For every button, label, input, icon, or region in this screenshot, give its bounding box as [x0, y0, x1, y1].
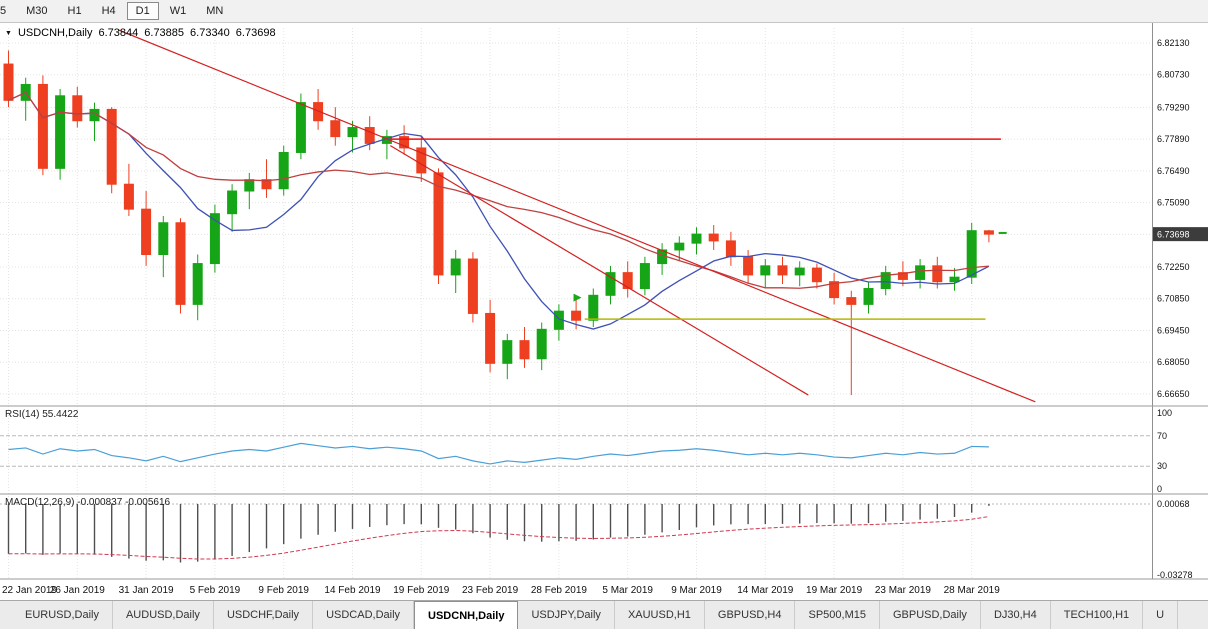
svg-text:28 Feb 2019: 28 Feb 2019 — [531, 585, 588, 596]
svg-text:6.68050: 6.68050 — [1157, 357, 1190, 367]
svg-text:-0.03278: -0.03278 — [1157, 570, 1193, 580]
svg-text:0.00068: 0.00068 — [1157, 499, 1190, 509]
timeframe-d1-button[interactable]: D1 — [126, 2, 159, 20]
trendline-2[interactable] — [390, 145, 809, 396]
svg-text:23 Feb 2019: 23 Feb 2019 — [462, 585, 519, 596]
svg-text:9 Mar 2019: 9 Mar 2019 — [671, 585, 722, 596]
svg-text:14 Mar 2019: 14 Mar 2019 — [737, 585, 794, 596]
svg-text:6.69450: 6.69450 — [1157, 325, 1190, 335]
svg-text:28 Mar 2019: 28 Mar 2019 — [944, 585, 1001, 596]
rsi-indicator-label: RSI(14) 55.4422 — [5, 409, 79, 420]
timeframe-w1-button[interactable]: W1 — [169, 5, 187, 17]
svg-text:6.80730: 6.80730 — [1157, 70, 1190, 80]
svg-text:6.72250: 6.72250 — [1157, 262, 1190, 272]
symbol-label: USDCNH,Daily — [17, 27, 93, 39]
svg-text:22 Jan 2019: 22 Jan 2019 — [2, 585, 57, 596]
svg-text:6.66650: 6.66650 — [1157, 389, 1190, 399]
timeframe-5-button[interactable]: 5 — [0, 5, 7, 17]
macd-signal-line — [8, 516, 989, 560]
svg-text:30: 30 — [1157, 461, 1167, 471]
svg-text:14 Feb 2019: 14 Feb 2019 — [324, 585, 381, 596]
tab-gbpusd-h4[interactable]: GBPUSD,H4 — [705, 601, 796, 629]
svg-text:6.79290: 6.79290 — [1157, 102, 1190, 112]
low-value: 6.73340 — [190, 27, 230, 39]
tab-audusd-daily[interactable]: AUDUSD,Daily — [113, 601, 214, 629]
tab-usdchf-daily[interactable]: USDCHF,Daily — [214, 601, 314, 629]
svg-text:9 Feb 2019: 9 Feb 2019 — [258, 585, 309, 596]
svg-text:100: 100 — [1157, 408, 1172, 418]
macd-histogram — [7, 504, 990, 563]
timeframe-mn-button[interactable]: MN — [206, 5, 224, 17]
svg-text:0: 0 — [1157, 484, 1162, 494]
tab-sp500-m15[interactable]: SP500,M15 — [795, 601, 880, 629]
svg-text:19 Feb 2019: 19 Feb 2019 — [393, 585, 450, 596]
tab-gbpusd-daily[interactable]: GBPUSD,Daily — [880, 601, 981, 629]
ma-slow-line[interactable] — [8, 91, 989, 289]
timeframe-h1-button[interactable]: H1 — [67, 5, 82, 17]
svg-text:5 Mar 2019: 5 Mar 2019 — [602, 585, 653, 596]
trendline-1[interactable] — [118, 29, 1036, 403]
symbol-dropdown-icon[interactable]: ▼ — [5, 29, 12, 37]
svg-text:23 Mar 2019: 23 Mar 2019 — [875, 585, 932, 596]
candles — [3, 50, 994, 396]
rsi-line — [8, 442, 989, 465]
chart-canvas[interactable]: 6.82130 6.80730 6.79290 6.77890 6.76490 6.750… — [0, 23, 1208, 600]
tab-eurusd-daily[interactable]: EURUSD,Daily — [12, 601, 113, 629]
tab-tech100-h1[interactable]: TECH100,H1 — [1051, 601, 1144, 629]
price-marker[interactable] — [573, 293, 582, 302]
chart-title: ▼ USDCNH,Daily 6.73844 6.73885 6.73340 6… — [5, 27, 276, 39]
timeframe-toolbar: 5 M30 H1 H4 D1 W1 MN — [0, 0, 1208, 23]
svg-text:6.70850: 6.70850 — [1157, 294, 1190, 304]
open-value: 6.73844 — [98, 27, 139, 39]
chart-tabbar: EURUSD,Daily AUDUSD,Daily USDCHF,Daily USDC… — [0, 600, 1208, 629]
tab-usdcnh-daily[interactable]: USDCNH,Daily — [414, 601, 519, 629]
svg-text:70: 70 — [1157, 431, 1167, 441]
current-price-badge: 6.73698 — [1153, 227, 1208, 242]
svg-text:6.75090: 6.75090 — [1157, 198, 1190, 208]
svg-text:6.82130: 6.82130 — [1157, 38, 1190, 48]
svg-text:26 Jan 2019: 26 Jan 2019 — [50, 585, 105, 596]
tab-usdjpy-daily[interactable]: USDJPY,Daily — [518, 601, 615, 629]
tab-dj30-h4[interactable]: DJ30,H4 — [981, 601, 1051, 629]
svg-text:6.76490: 6.76490 — [1157, 166, 1190, 176]
svg-text:6.77890: 6.77890 — [1157, 134, 1190, 144]
svg-text:19 Mar 2019: 19 Mar 2019 — [806, 585, 863, 596]
svg-text:31 Jan 2019: 31 Jan 2019 — [119, 585, 174, 596]
timeframe-m30-button[interactable]: M30 — [26, 5, 48, 17]
svg-text:5 Feb 2019: 5 Feb 2019 — [190, 585, 241, 596]
svg-text:6.73698: 6.73698 — [1157, 230, 1190, 240]
macd-indicator-label: MACD(12,26,9) -0.000837 -0.005616 — [5, 497, 171, 508]
high-value: 6.73885 — [144, 27, 185, 39]
tab-xauusd-h1[interactable]: XAUUSD,H1 — [615, 601, 705, 629]
timeframe-h4-button[interactable]: H4 — [101, 5, 116, 17]
ma-fast-line[interactable] — [8, 91, 990, 330]
tab-u[interactable]: U — [1143, 601, 1179, 629]
chart-window: 6.82130 6.80730 6.79290 6.77890 6.76490 6.750… — [0, 23, 1208, 600]
close-value: 6.73698 — [235, 27, 276, 39]
price-axis[interactable]: 6.82130 6.80730 6.79290 6.77890 6.76490 6.750… — [1152, 23, 1208, 600]
tab-usdcad-daily[interactable]: USDCAD,Daily — [313, 601, 415, 629]
